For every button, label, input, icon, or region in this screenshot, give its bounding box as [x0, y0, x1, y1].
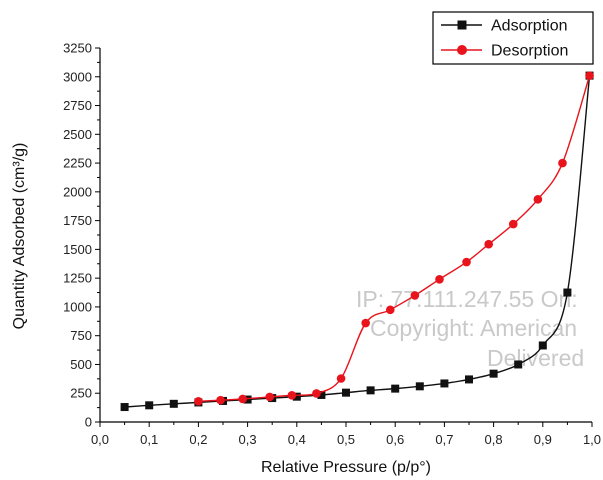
- desorption-point: [238, 394, 247, 404]
- y-tick-label: 500: [70, 357, 92, 372]
- y-tick-label: 1250: [63, 271, 92, 286]
- desorption-point: [435, 275, 444, 284]
- adsorption-point: [317, 390, 326, 399]
- adsorption-point: [465, 375, 473, 384]
- y-tick-label: 2500: [63, 127, 92, 142]
- desorption-point: [508, 219, 518, 229]
- legend: Adsorption Desorption: [432, 11, 594, 65]
- adsorption-point: [415, 382, 424, 391]
- legend-adsorption-label: Adsorption: [491, 18, 568, 35]
- adsorption-point: [391, 384, 400, 393]
- adsorption-point: [120, 403, 129, 412]
- desorption-point: [265, 392, 275, 402]
- desorption-point: [558, 158, 567, 168]
- desorption-point: [361, 318, 370, 328]
- x-tick-label: 0,8: [485, 432, 503, 447]
- desorption-point: [287, 391, 297, 400]
- adsorption-point: [342, 388, 350, 397]
- watermark: IP: 77.111.247.55 On:Copyright: American…: [356, 286, 584, 371]
- x-tick-label: 0,0: [91, 432, 109, 447]
- watermark-text: Copyright: American: [370, 315, 577, 341]
- adsorption-point: [514, 360, 523, 369]
- x-tick-label: 0,5: [337, 432, 355, 447]
- desorption-point: [484, 239, 493, 249]
- y-tick-label: 1500: [63, 242, 92, 257]
- desorption-point: [533, 195, 543, 204]
- y-tick-label: 0: [85, 415, 92, 430]
- y-tick-label: 2750: [63, 98, 92, 113]
- legend-desorption-marker: [457, 45, 467, 55]
- y-tick-label: 3250: [63, 41, 92, 56]
- desorption-point: [385, 305, 395, 315]
- y-tick-label: 2000: [63, 184, 92, 199]
- adsorption-point: [538, 341, 547, 350]
- adsorption-point: [243, 395, 252, 404]
- adsorption-point: [145, 401, 154, 410]
- x-tick-label: 0,2: [189, 432, 207, 447]
- y-tick-label: 3000: [63, 69, 92, 84]
- desorption-point: [585, 71, 594, 80]
- adsorption-point: [489, 369, 498, 378]
- x-tick-label: 0,4: [288, 432, 306, 447]
- adsorption-point: [292, 392, 301, 401]
- desorption-point: [336, 374, 346, 383]
- desorption-point: [194, 396, 203, 406]
- y-axis-title: Quantity Adsorbed (cm³/g): [11, 143, 28, 330]
- adsorption-point: [563, 288, 572, 297]
- legend-adsorption-marker: [457, 20, 467, 30]
- x-tick-label: 0,7: [435, 432, 453, 447]
- y-tick-label: 1750: [63, 213, 92, 228]
- legend-desorption-label: Desorption: [491, 43, 568, 60]
- adsorption-point: [366, 386, 375, 395]
- desorption-point: [462, 257, 471, 267]
- y-tick-label: 2250: [63, 156, 92, 171]
- y-tick-label: 1000: [63, 299, 92, 314]
- series: [120, 71, 594, 412]
- x-tick-label: 1,0: [583, 432, 601, 447]
- y-tick-label: 750: [70, 328, 92, 343]
- adsorption-point: [169, 399, 178, 408]
- axes: 0,0 0,1 0,2 0,3 0,4 0,5 0,6 0,7 0,8 0,9 1,0 0 250 500…: [63, 41, 601, 448]
- adsorption-point: [440, 379, 449, 388]
- x-tick-label: 0,1: [140, 432, 158, 447]
- x-axis-title: Relative Pressure (p/p°): [261, 459, 431, 476]
- x-tick-label: 0,6: [386, 432, 404, 447]
- x-tick-label: 0,9: [534, 432, 552, 447]
- watermark-text: Delivered: [487, 345, 584, 371]
- y-tick-label: 250: [70, 386, 92, 401]
- desorption-point: [312, 389, 321, 398]
- desorption-point: [410, 291, 420, 300]
- x-tick-label: 0,3: [239, 432, 257, 447]
- desorption-point: [216, 395, 225, 405]
